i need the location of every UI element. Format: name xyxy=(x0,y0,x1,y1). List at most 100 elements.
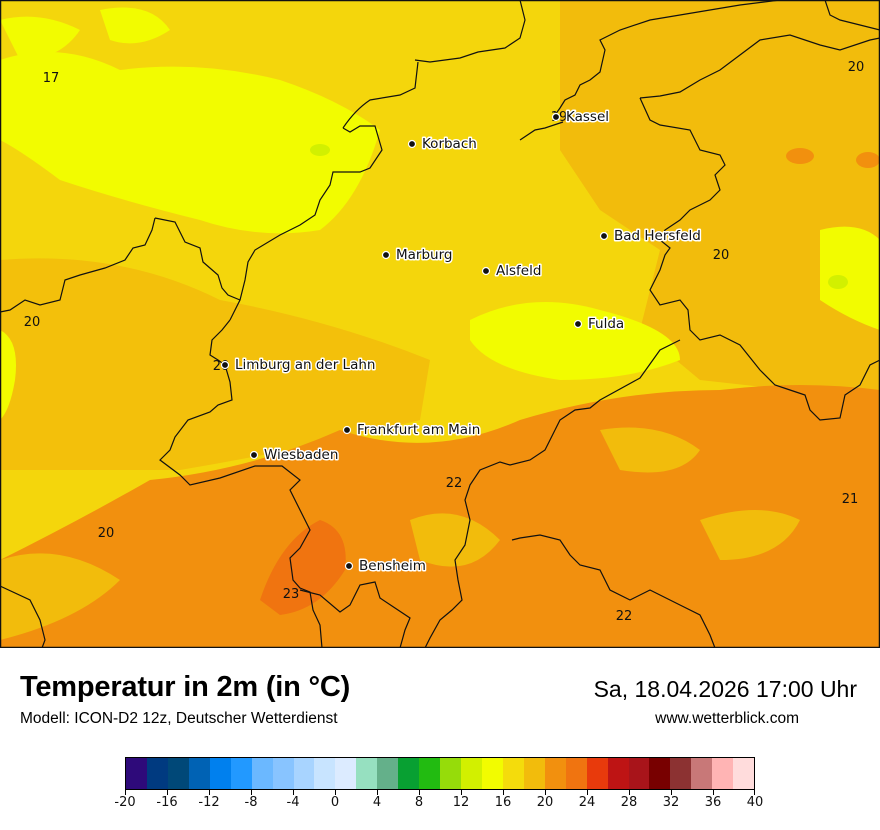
city-dot-icon xyxy=(249,450,259,460)
city-label: Alsfeld xyxy=(496,263,541,279)
temperature-value-label: 22 xyxy=(446,476,463,491)
legend-tick-label: 8 xyxy=(414,795,424,810)
legend-color-swatch xyxy=(398,758,420,789)
city-marker: Bad Hersfeld xyxy=(599,227,702,246)
city-marker: Alsfeld xyxy=(481,262,543,281)
legend-color-swatch xyxy=(146,758,168,789)
city-label: Frankfurt am Main xyxy=(357,422,480,438)
legend-tick-mark xyxy=(209,790,210,795)
legend-tick-label: 0 xyxy=(330,795,340,810)
legend-color-swatch xyxy=(440,758,461,789)
city-dot-icon xyxy=(481,266,491,276)
temperature-value-label: 20 xyxy=(24,315,41,330)
legend-tick-label: 32 xyxy=(662,795,680,810)
legend-tick-label: -16 xyxy=(156,795,178,810)
city-marker: Fulda xyxy=(573,315,626,334)
legend-color-swatch xyxy=(419,758,441,789)
legend-color-swatch xyxy=(607,758,629,789)
legend-tick-label: 28 xyxy=(620,795,638,810)
temperature-value-label: 22 xyxy=(616,609,633,624)
legend-tick-label: -20 xyxy=(114,795,136,810)
city-dot-icon xyxy=(381,250,391,260)
website-link[interactable]: www.wetterblick.com xyxy=(655,710,799,727)
legend-tick-label: -8 xyxy=(244,795,258,810)
legend-color-swatch xyxy=(209,758,231,789)
temperature-value-labels: 1720192020202221202322 xyxy=(24,60,865,624)
city-marker: Kassel xyxy=(551,108,611,127)
city-label: Marburg xyxy=(396,247,452,263)
temperature-map: 1720192020202221202322 KasselKorbachBad … xyxy=(0,0,880,648)
legend-color-swatch xyxy=(251,758,273,789)
legend-color-swatch xyxy=(335,758,357,789)
temperature-value-label: 21 xyxy=(842,492,859,507)
city-marker: Limburg an der Lahn xyxy=(220,356,377,375)
legend-tick-mark xyxy=(671,790,672,795)
city-dot-icon xyxy=(599,231,609,241)
legend-color-swatch xyxy=(481,758,503,789)
legend-tick-mark xyxy=(713,790,714,795)
legend-tick-mark xyxy=(503,790,504,795)
forecast-datetime: Sa, 18.04.2026 17:00 Uhr xyxy=(593,676,857,702)
legend-color-swatch xyxy=(314,758,336,789)
city-markers: Kassel Korbach Bad Hersfeld Marburg Alsfeld F… xyxy=(220,108,702,576)
legend-color-swatch xyxy=(356,758,378,789)
legend-color-swatch xyxy=(586,758,608,789)
legend-tick-label: -12 xyxy=(198,795,220,810)
legend-tick-mark xyxy=(545,790,546,795)
city-dot-icon xyxy=(407,139,417,149)
legend-color-swatch xyxy=(691,758,713,789)
temperature-value-label: 20 xyxy=(713,248,730,263)
legend-tick-mark xyxy=(293,790,294,795)
legend-tick-mark xyxy=(461,790,462,795)
legend-tick-mark xyxy=(335,790,336,795)
city-label: Bad Hersfeld xyxy=(614,228,701,244)
temperature-value-label: 20 xyxy=(98,526,115,541)
city-label: Fulda xyxy=(588,316,624,332)
legend-color-swatch xyxy=(502,758,524,789)
legend-color-swatch xyxy=(293,758,315,789)
legend-color-swatch xyxy=(167,758,189,789)
legend-tick-label: 36 xyxy=(704,795,722,810)
city-dot-icon xyxy=(573,319,583,329)
city-label: Kassel xyxy=(566,109,609,125)
city-dot-icon xyxy=(344,561,354,571)
legend-tick-label: 24 xyxy=(578,795,596,810)
legend-tick-label: 12 xyxy=(452,795,470,810)
legend-color-swatch xyxy=(188,758,210,789)
legend-color-swatch xyxy=(272,758,294,789)
legend-tick-label: 4 xyxy=(372,795,382,810)
legend-color-swatch xyxy=(649,758,671,789)
legend-tick-label: 20 xyxy=(536,795,554,810)
legend-tick-label: -4 xyxy=(286,795,300,810)
temperature-value-label: 20 xyxy=(848,60,865,75)
city-marker: Bensheim xyxy=(344,557,427,576)
legend-color-swatch xyxy=(461,758,482,789)
temperature-value-label: 17 xyxy=(43,71,60,86)
city-marker: Wiesbaden xyxy=(249,446,340,465)
city-marker: Korbach xyxy=(407,135,478,154)
state-borders xyxy=(0,0,880,648)
legend-color-swatch xyxy=(230,758,252,789)
legend-tick-mark xyxy=(754,790,755,795)
city-dot-icon xyxy=(342,425,352,435)
legend-color-swatch xyxy=(712,758,734,789)
city-label: Limburg an der Lahn xyxy=(235,357,375,373)
legend-color-swatch xyxy=(565,758,587,789)
city-dot-icon xyxy=(551,112,561,122)
city-marker: Frankfurt am Main xyxy=(342,421,482,440)
legend-color-swatch xyxy=(628,758,650,789)
city-label: Korbach xyxy=(422,136,477,152)
city-label: Wiesbaden xyxy=(264,447,338,463)
legend-color-swatch xyxy=(523,758,545,789)
model-subtitle: Modell: ICON-D2 12z, Deutscher Wetterdie… xyxy=(20,710,338,727)
city-dot-icon xyxy=(220,360,230,370)
color-legend-bar xyxy=(125,757,755,790)
legend-tick-mark xyxy=(419,790,420,795)
city-label: Bensheim xyxy=(359,558,426,574)
temperature-value-label: 23 xyxy=(283,587,300,602)
legend-tick-mark xyxy=(377,790,378,795)
legend-tick-mark xyxy=(587,790,588,795)
legend-color-swatch xyxy=(126,758,147,789)
legend-color-swatch xyxy=(670,758,692,789)
legend-tick-mark xyxy=(167,790,168,795)
